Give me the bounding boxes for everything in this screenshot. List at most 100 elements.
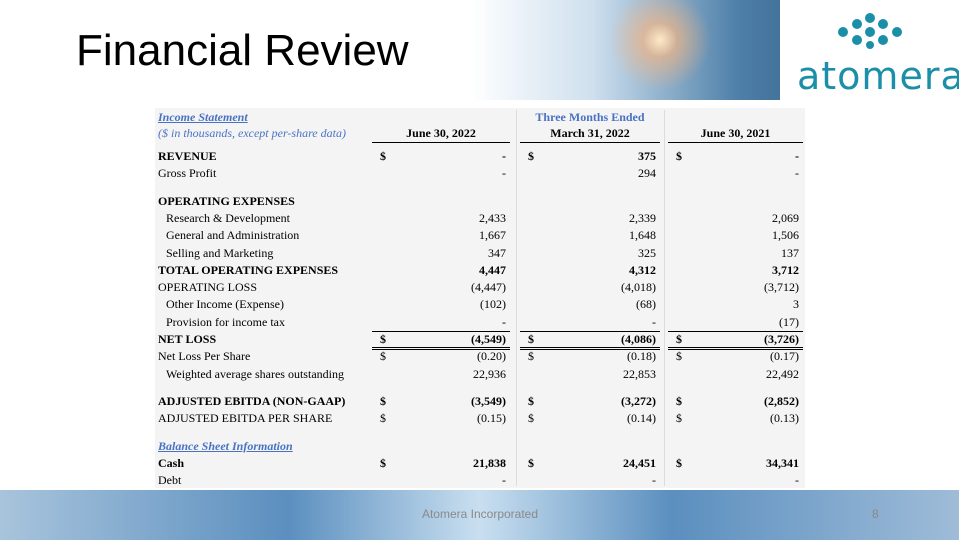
row-label: Cash: [158, 455, 185, 470]
header-glow: [600, 0, 720, 100]
row-label: ADJUSTED EBITDA (NON-GAAP): [158, 393, 346, 408]
row-label: Research & Development: [166, 210, 290, 225]
cell-value: -: [795, 149, 799, 163]
row-label: OPERATING EXPENSES: [158, 193, 295, 208]
logo-icon: [838, 13, 902, 49]
double-rule: [372, 347, 510, 350]
cell-value: (0.17): [770, 349, 799, 364]
cell-value: (0.15): [477, 411, 506, 426]
currency: $: [380, 149, 386, 163]
cell-value: (102): [480, 297, 506, 312]
cell-value: -: [652, 473, 656, 488]
page-number: 8: [872, 507, 879, 521]
row-label: Selling and Marketing: [166, 245, 274, 260]
row-label: TOTAL OPERATING EXPENSES: [158, 262, 339, 277]
cell-value: (4,447): [471, 280, 506, 295]
cell-value: (0.14): [627, 411, 656, 426]
cell-value: (0.20): [477, 349, 506, 364]
row-label: NET LOSS: [158, 332, 217, 346]
cell-value: 34,341: [766, 455, 799, 470]
column-separator: [516, 110, 517, 486]
currency: $: [380, 411, 386, 426]
cell-value: -: [795, 166, 799, 181]
cell-value: 137: [781, 245, 799, 260]
cell-value: 22,492: [766, 366, 799, 381]
slide-title: Financial Review: [76, 26, 409, 75]
currency: $: [528, 332, 534, 346]
column-header: June 30, 2021: [700, 126, 771, 140]
currency: $: [676, 149, 682, 163]
section-title: Balance Sheet Information: [158, 438, 293, 453]
cell-value: 1,648: [629, 228, 656, 243]
currency: $: [676, 411, 682, 426]
total-rule: [668, 331, 803, 332]
cell-value: 24,451: [623, 455, 656, 470]
row-label: Provision for income tax: [166, 314, 285, 329]
row-label: General and Administration: [166, 228, 300, 243]
currency: $: [676, 393, 682, 408]
currency: $: [676, 455, 682, 470]
total-rule: [372, 331, 510, 332]
row-label: REVENUE: [158, 149, 217, 163]
group-header: Three Months Ended: [535, 110, 645, 124]
cell-value: (3,712): [764, 280, 799, 295]
column-header: June 30, 2022: [406, 126, 476, 140]
double-rule: [520, 347, 660, 350]
section-title: Income Statement: [158, 110, 248, 124]
row-label: Debt: [158, 473, 182, 488]
cell-value: -: [795, 473, 799, 488]
cell-value: (3,549): [471, 393, 506, 408]
currency: $: [528, 149, 534, 163]
cell-value: 2,339: [629, 210, 656, 225]
cell-value: -: [502, 314, 506, 329]
currency: $: [528, 455, 534, 470]
cell-value: -: [502, 166, 506, 181]
cell-value: (17): [779, 314, 799, 329]
row-label: Gross Profit: [158, 166, 217, 181]
cell-value: 21,838: [473, 455, 506, 470]
double-rule: [668, 347, 803, 350]
cell-value: 347: [488, 245, 506, 260]
column-separator: [664, 110, 665, 486]
logo-text: atomera: [797, 54, 959, 98]
currency: $: [528, 411, 534, 426]
cell-value: (68): [636, 297, 656, 312]
footer-band: [0, 490, 959, 540]
cell-value: (2,852): [764, 393, 799, 408]
cell-value: 4,447: [479, 262, 506, 277]
cell-value: -: [502, 473, 506, 488]
currency: $: [380, 393, 386, 408]
cell-value: (4,549): [471, 332, 506, 346]
cell-value: 325: [638, 245, 656, 260]
header-rule: [372, 142, 510, 143]
cell-value: (3,272): [621, 393, 656, 408]
row-label: OPERATING LOSS: [158, 280, 258, 295]
cell-value: (0.18): [627, 349, 656, 364]
currency: $: [380, 332, 386, 346]
row-label: Weighted average shares outstanding: [166, 366, 344, 381]
total-rule: [520, 331, 660, 332]
cell-value: 3,712: [772, 262, 799, 277]
row-label: ADJUSTED EBITDA PER SHARE: [158, 411, 333, 426]
cell-value: 1,667: [479, 228, 506, 243]
cell-value: 22,936: [473, 366, 506, 381]
cell-value: 4,312: [629, 262, 656, 277]
footer-company: Atomera Incorporated: [421, 507, 539, 521]
currency: $: [380, 349, 386, 364]
cell-value: -: [652, 314, 656, 329]
cell-value: 3: [793, 297, 799, 312]
currency: $: [676, 332, 682, 346]
cell-value: 2,433: [479, 210, 506, 225]
row-label: Net Loss Per Share: [158, 349, 251, 364]
table-background: [155, 108, 805, 488]
cell-value: 2,069: [772, 210, 799, 225]
currency: $: [380, 455, 386, 470]
header-rule: [520, 142, 660, 143]
cell-value: -: [502, 149, 506, 163]
cell-value: (3,726): [764, 332, 799, 346]
table-subtitle: ($ in thousands, except per-share data): [158, 126, 346, 140]
cell-value: 22,853: [623, 366, 656, 381]
cell-value: 375: [638, 149, 656, 163]
currency: $: [528, 393, 534, 408]
